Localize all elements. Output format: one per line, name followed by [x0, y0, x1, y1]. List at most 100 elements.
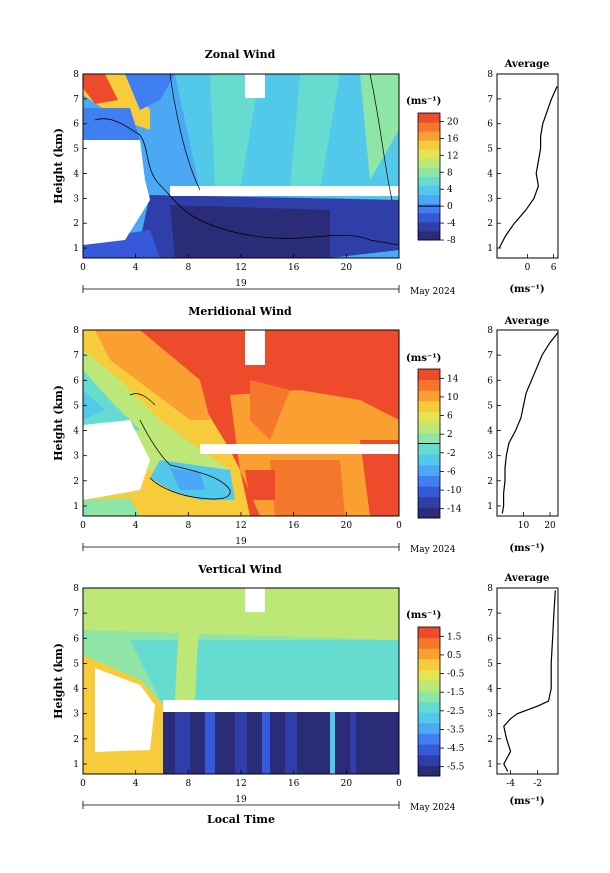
- vertical-colorbar-swatch: [418, 680, 440, 692]
- vertical-colorbar-swatch: [418, 712, 440, 724]
- zonal-ytick-label: 8: [73, 70, 79, 80]
- zonal-avg-ytick-label: 1: [487, 244, 493, 254]
- vertical-xtick-label: 20: [341, 779, 353, 789]
- vertical-xtick-label: 4: [133, 779, 139, 789]
- meridional-colorbar: 14 10 6 2 -2 -6 -10 -14: [417, 368, 462, 519]
- meridional-colorbar-swatch: [418, 464, 440, 476]
- zonal-colorbar-label: 4: [447, 185, 453, 195]
- meridional-xtick-label: 0: [80, 521, 86, 531]
- zonal-ytick-label: 3: [73, 194, 79, 204]
- meridional-colorbar-label: -14: [447, 505, 462, 515]
- vertical-colorbar-frame: [417, 626, 441, 777]
- vertical-ytick-label: 4: [73, 685, 79, 695]
- meridional-avg-ytick-label: 3: [487, 452, 493, 462]
- vertical-avg-ytick-label: 7: [487, 609, 493, 619]
- meridional-xtick-label: 16: [288, 521, 300, 531]
- zonal-colorbar-label: 20: [447, 117, 459, 127]
- meridional-ytick-label: 1: [73, 502, 79, 512]
- meridional-xtick-label: 4: [133, 521, 139, 531]
- zonal-avg-profile-line: [498, 86, 558, 249]
- zonal-xtick-label: 20: [341, 263, 353, 273]
- vertical-day-bar: 19 May 2024: [82, 795, 456, 813]
- meridional-unit-label: (ms⁻¹): [406, 353, 441, 364]
- vertical-colorbar-swatch: [418, 744, 440, 756]
- vertical-colorbar-swatch: [418, 733, 440, 745]
- vertical-avg-ytick-label: 8: [487, 584, 493, 594]
- zonal-colorbar-swatch: [418, 203, 440, 214]
- zonal-colorbar-swatch: [418, 167, 440, 177]
- meridional-colorbar-swatch: [418, 432, 440, 444]
- zonal-wind-panel: Zonal Wind Height (k: [52, 48, 559, 297]
- meridional-colorbar-label: -10: [447, 486, 462, 496]
- meridional-colorbar-swatch: [418, 496, 440, 508]
- zonal-avg-ytick-label: 2: [487, 219, 493, 229]
- zonal-avg-ytick-label: 5: [487, 145, 493, 155]
- zonal-yticks: 1 2 3 4 5 6 7 8: [73, 70, 87, 254]
- vertical-colorbar-swatch: [418, 722, 440, 734]
- zonal-ylabel: Height (km): [52, 128, 65, 204]
- zonal-ytick-label: 1: [73, 244, 79, 254]
- vertical-day-label: 19: [235, 795, 247, 805]
- zonal-day-bar: 19 May 2024: [82, 279, 456, 297]
- zonal-colorbar-swatch: [418, 176, 440, 187]
- meridional-avg-title: Average: [504, 316, 550, 327]
- vertical-avg-ytick-label: 3: [487, 710, 493, 720]
- meridional-colorbar-swatch: [418, 411, 440, 423]
- meridional-colorbar-swatch: [418, 390, 440, 402]
- meridional-colorbar-label: -2: [447, 449, 456, 459]
- meridional-avg-xlabel: (ms⁻¹): [509, 543, 544, 554]
- vertical-colorbar-label: -1.5: [447, 688, 465, 698]
- meridional-colorbar-label: 6: [447, 412, 453, 422]
- vertical-avg-title: Average: [504, 573, 550, 584]
- zonal-avg-ytick-label: 8: [487, 70, 493, 80]
- meridional-colorbar-label: 14: [447, 374, 459, 384]
- vertical-colorbar-swatch: [418, 648, 440, 660]
- zonal-colorbar: 20 16 12 8 4 0 -4 -8: [417, 112, 459, 246]
- vertical-xtick-label: 0: [80, 779, 86, 789]
- meridional-day-label: 19: [235, 537, 247, 547]
- vertical-avg-xticks: -4 -2: [506, 770, 542, 789]
- zonal-xtick-label: 0: [80, 263, 86, 273]
- meridional-ytick-label: 3: [73, 452, 79, 462]
- vertical-colorbar-swatch: [418, 669, 440, 681]
- meridional-colorbar-swatch: [418, 379, 440, 391]
- vertical-colorbar-swatch: [418, 658, 440, 671]
- zonal-colorbar-swatch: [418, 122, 440, 132]
- vertical-xticks: 0 4 8 12 16 20 0: [80, 770, 402, 789]
- vertical-ylabel: Height (km): [52, 643, 65, 719]
- meridional-xtick-label: 12: [235, 521, 246, 531]
- zonal-colorbar-frame: [417, 112, 441, 241]
- meridional-avg-ytick-label: 5: [487, 401, 493, 411]
- vertical-avg-ytick-label: 2: [487, 735, 493, 745]
- meridional-avg-ytick-label: 7: [487, 351, 493, 361]
- meridional-avg-ytick-label: 6: [487, 376, 493, 386]
- zonal-colorbar-label: -4: [447, 219, 456, 229]
- meridional-ytick-label: 8: [73, 326, 79, 336]
- vertical-title: Vertical Wind: [197, 563, 282, 576]
- zonal-colorbar-swatch: [418, 185, 440, 196]
- zonal-ytick-label: 5: [73, 145, 79, 155]
- vertical-colorbar-swatch: [418, 765, 440, 777]
- vertical-colorbar-label: 0.5: [447, 651, 462, 661]
- zonal-colorbar-label: 0: [447, 202, 453, 212]
- zonal-ytick-label: 2: [73, 219, 79, 229]
- zonal-colorbar-swatch: [418, 230, 440, 241]
- meridional-xtick-label: 8: [185, 521, 191, 531]
- zonal-colorbar-swatch: [418, 158, 440, 168]
- meridional-colorbar-swatch: [418, 454, 440, 466]
- zonal-avg-xlabel: (ms⁻¹): [509, 284, 544, 295]
- vertical-ytick-label: 2: [73, 735, 79, 745]
- vertical-ytick-label: 1: [73, 760, 79, 770]
- zonal-colorbar-label: 12: [447, 151, 458, 161]
- zonal-xtick-label: 8: [185, 263, 191, 273]
- vertical-yticks: 1 2 3 4 5 6 7 8: [73, 584, 87, 770]
- meridional-avg-ytick-label: 1: [487, 502, 493, 512]
- vertical-colorbar-label: -2.5: [447, 707, 465, 717]
- zonal-ytick-label: 4: [73, 169, 79, 179]
- meridional-avg-ytick-label: 4: [487, 427, 493, 437]
- vertical-colorbar-swatch: [418, 627, 440, 639]
- x-axis-label: Local Time: [207, 813, 275, 826]
